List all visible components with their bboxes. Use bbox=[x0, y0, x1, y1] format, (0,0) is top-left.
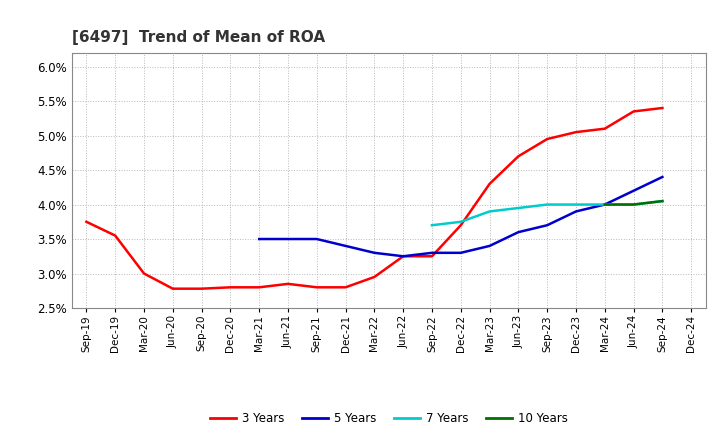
3 Years bbox=[168, 286, 177, 291]
3 Years bbox=[572, 129, 580, 135]
3 Years bbox=[456, 223, 465, 228]
7 Years bbox=[629, 202, 638, 207]
5 Years bbox=[312, 236, 321, 242]
5 Years bbox=[629, 188, 638, 194]
7 Years bbox=[456, 219, 465, 224]
10 Years bbox=[629, 202, 638, 207]
7 Years bbox=[658, 198, 667, 204]
3 Years bbox=[82, 219, 91, 224]
Text: [6497]  Trend of Mean of ROA: [6497] Trend of Mean of ROA bbox=[72, 29, 325, 45]
5 Years bbox=[600, 202, 609, 207]
7 Years bbox=[485, 209, 494, 214]
3 Years bbox=[600, 126, 609, 131]
10 Years bbox=[600, 202, 609, 207]
5 Years bbox=[428, 250, 436, 256]
5 Years bbox=[255, 236, 264, 242]
3 Years bbox=[226, 285, 235, 290]
3 Years bbox=[197, 286, 206, 291]
3 Years bbox=[284, 281, 292, 286]
5 Years bbox=[572, 209, 580, 214]
Legend: 3 Years, 5 Years, 7 Years, 10 Years: 3 Years, 5 Years, 7 Years, 10 Years bbox=[205, 407, 572, 430]
3 Years bbox=[370, 274, 379, 279]
3 Years bbox=[255, 285, 264, 290]
3 Years bbox=[111, 233, 120, 238]
Line: 3 Years: 3 Years bbox=[86, 108, 662, 289]
7 Years bbox=[514, 205, 523, 211]
5 Years bbox=[341, 243, 350, 249]
3 Years bbox=[629, 109, 638, 114]
5 Years bbox=[485, 243, 494, 249]
3 Years bbox=[399, 253, 408, 259]
3 Years bbox=[658, 105, 667, 110]
Line: 5 Years: 5 Years bbox=[259, 177, 662, 256]
10 Years bbox=[658, 198, 667, 204]
3 Years bbox=[312, 285, 321, 290]
Line: 7 Years: 7 Years bbox=[432, 201, 662, 225]
7 Years bbox=[428, 223, 436, 228]
3 Years bbox=[543, 136, 552, 142]
3 Years bbox=[140, 271, 148, 276]
5 Years bbox=[514, 230, 523, 235]
3 Years bbox=[485, 181, 494, 187]
7 Years bbox=[600, 202, 609, 207]
5 Years bbox=[284, 236, 292, 242]
3 Years bbox=[514, 154, 523, 159]
7 Years bbox=[543, 202, 552, 207]
5 Years bbox=[399, 253, 408, 259]
5 Years bbox=[543, 223, 552, 228]
7 Years bbox=[572, 202, 580, 207]
5 Years bbox=[370, 250, 379, 256]
3 Years bbox=[428, 253, 436, 259]
5 Years bbox=[456, 250, 465, 256]
3 Years bbox=[341, 285, 350, 290]
Line: 10 Years: 10 Years bbox=[605, 201, 662, 205]
5 Years bbox=[658, 174, 667, 180]
